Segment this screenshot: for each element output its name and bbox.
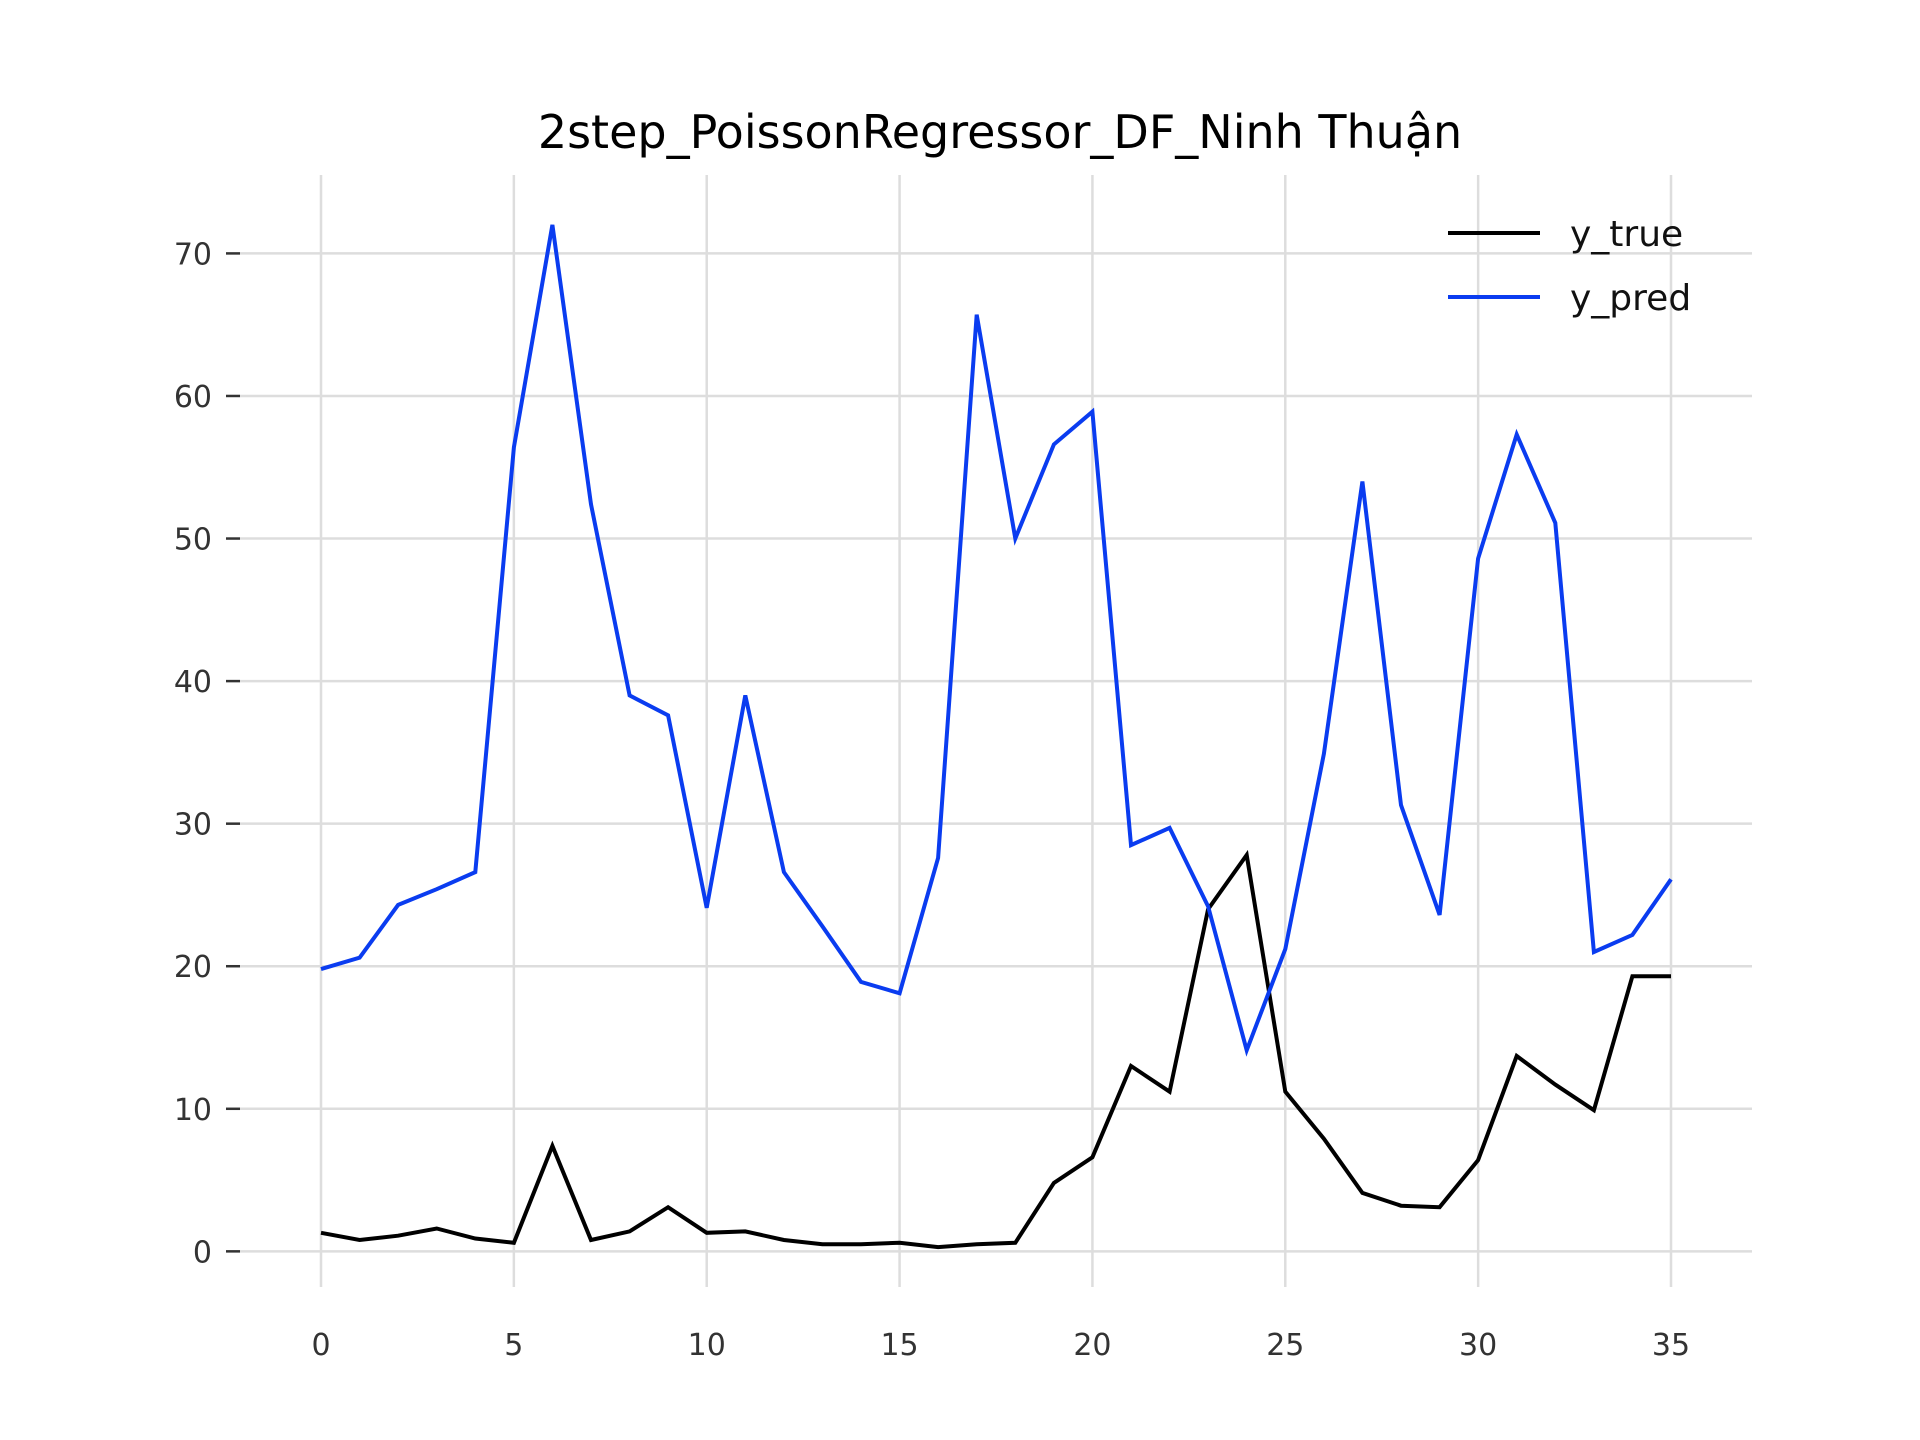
y-tick-label: 20 [174,950,212,985]
x-tick-label: 5 [504,1328,523,1363]
chart-title: 2step_PoissonRegressor_DF_Ninh Thuận [538,105,1462,159]
series-line-y-pred [320,224,1673,1057]
legend: y_true y_pred [1448,214,1691,319]
y-tick-label: 70 [174,237,212,272]
y-axis: 0 10 20 30 40 50 60 70 [174,237,240,1270]
grid [240,175,1752,1287]
x-tick-label: 15 [880,1328,918,1363]
y-tick-label: 40 [174,665,212,700]
x-tick-label: 30 [1459,1328,1497,1363]
x-tick-label: 35 [1652,1328,1690,1363]
x-tick-label: 0 [311,1328,330,1363]
y-tick-label: 60 [174,380,212,415]
x-axis: 0 5 10 15 20 25 30 35 [311,1328,1690,1363]
series-layer [320,224,1673,1250]
x-tick-label: 10 [688,1328,726,1363]
x-tick-label: 25 [1266,1328,1304,1363]
y-tick-label: 0 [193,1235,212,1270]
legend-label: y_true [1570,214,1683,255]
legend-label: y_pred [1570,278,1691,319]
x-tick-label: 20 [1073,1328,1111,1363]
y-tick-label: 10 [174,1093,212,1128]
y-tick-label: 50 [174,523,212,558]
y-tick-label: 30 [174,808,212,843]
series-line-y-true [320,849,1671,1250]
